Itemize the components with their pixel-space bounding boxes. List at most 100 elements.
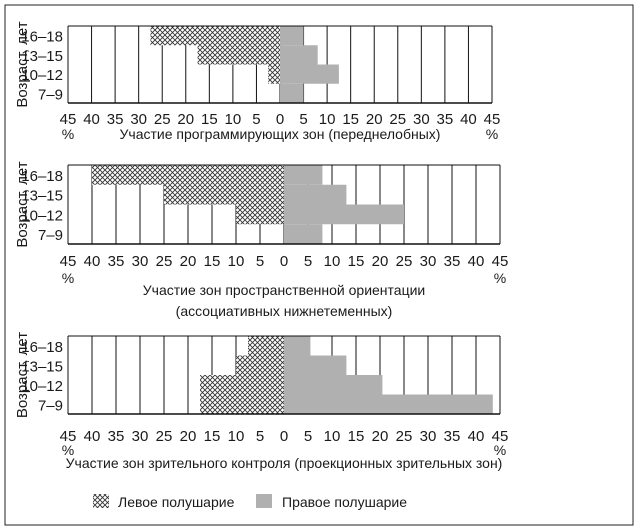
category-label: 10–12: [21, 67, 63, 84]
chart-panel-3: 16–18 13–15 10–12 7–9 45 40 35 30 25 20 15 10 5 0 5 10 1…: [14, 332, 508, 471]
tick-label: 15: [204, 428, 221, 445]
tick-label: 40: [468, 428, 485, 445]
tick-label: 45: [492, 253, 509, 270]
unit-label-right: %: [486, 126, 498, 142]
figure-frame: [4, 4, 634, 526]
tick-label: 5: [304, 253, 312, 270]
bar-left-hemisphere: [164, 184, 284, 205]
tick-label: 5: [256, 428, 264, 445]
tick-label: 35: [444, 428, 461, 445]
tick-label: 25: [389, 111, 406, 128]
y-axis-label: Возраст, лет: [14, 21, 31, 107]
tick-label: 45: [60, 111, 77, 128]
tick-label: 0: [280, 253, 288, 270]
bar-right-hemisphere: [284, 375, 383, 395]
bar-left-hemisphere: [268, 64, 280, 84]
tick-label: 35: [107, 111, 124, 128]
tick-label: 35: [108, 253, 125, 270]
category-label: 10–12: [21, 207, 63, 224]
category-label: 13–15: [21, 48, 63, 65]
tick-label: 25: [396, 428, 413, 445]
tick-label: 15: [348, 428, 365, 445]
tick-label: 25: [396, 253, 413, 270]
tick-label: 30: [130, 111, 147, 128]
legend-swatch-right: [256, 494, 272, 508]
tick-label: 20: [180, 253, 197, 270]
unit-label-right: %: [494, 270, 506, 286]
tick-label: 25: [154, 111, 171, 128]
tick-label: 30: [132, 428, 149, 445]
chart-subtitle: (ассоциативных нижнетеменных): [176, 303, 393, 319]
legend: Левое полушарие Правое полушарие: [93, 494, 407, 510]
tick-label: 10: [324, 253, 341, 270]
bar-right-hemisphere: [284, 394, 493, 414]
tick-label: 40: [83, 111, 100, 128]
tick-label: 10: [228, 428, 245, 445]
chart-panel-1: 16–18 13–15 10–12 7–9 45 40 35 30 25 20 15 10 5 0 5 10 1…: [14, 21, 500, 142]
bar-right-hemisphere: [284, 184, 347, 205]
bar-right-hemisphere: [280, 26, 304, 46]
category-label: 13–15: [21, 188, 63, 205]
tick-label: 40: [84, 253, 101, 270]
bar-left-hemisphere: [92, 165, 284, 185]
bar-right-hemisphere: [280, 45, 318, 65]
bar-left-hemisphere: [236, 355, 284, 375]
bar-right-hemisphere: [280, 64, 339, 84]
tick-label: 45: [484, 111, 501, 128]
y-axis-label: Возраст, лет: [14, 161, 31, 247]
category-label: 16–18: [21, 168, 63, 185]
tick-label: 10: [228, 253, 245, 270]
tick-label: 15: [204, 253, 221, 270]
tick-label: 10: [324, 428, 341, 445]
chart-panel-2: 16–18 13–15 10–12 7–9 45 40 35 30 25 20 15 10 5 0 5 10 1…: [14, 161, 508, 319]
tick-label: 15: [201, 111, 218, 128]
tick-label: 10: [225, 111, 242, 128]
unit-label-left: %: [62, 126, 74, 142]
y-axis-label: Возраст, лет: [14, 332, 31, 418]
tick-label: 25: [156, 428, 173, 445]
category-label: 16–18: [21, 339, 63, 356]
tick-label: 15: [348, 253, 365, 270]
chart-title: Участие зон пространственной ориентации: [143, 282, 425, 298]
tick-label: 40: [468, 253, 485, 270]
tick-label: 5: [256, 253, 264, 270]
bar-right-hemisphere: [284, 336, 311, 356]
unit-label-left: %: [62, 442, 74, 458]
legend-label-right: Правое полушарие: [282, 494, 407, 510]
category-label: 7–9: [38, 397, 63, 414]
tick-label: 45: [60, 253, 77, 270]
tick-label: 20: [372, 253, 389, 270]
tick-label: 35: [437, 111, 454, 128]
bar-right-hemisphere: [280, 83, 304, 103]
tick-label: 30: [420, 428, 437, 445]
bar-right-hemisphere: [284, 355, 347, 375]
bar-right-hemisphere: [284, 204, 404, 225]
tick-label: 45: [492, 428, 509, 445]
tick-label: 20: [177, 111, 194, 128]
bar-right-hemisphere: [284, 224, 323, 244]
tick-label: 20: [366, 111, 383, 128]
legend-label-left: Левое полушарие: [118, 494, 235, 510]
tick-label: 40: [460, 111, 477, 128]
tick-label: 30: [132, 253, 149, 270]
tick-label: 0: [280, 428, 288, 445]
tick-label: 35: [444, 253, 461, 270]
category-label: 7–9: [38, 86, 63, 103]
tick-label: 30: [413, 111, 430, 128]
tick-label: 5: [304, 428, 312, 445]
tick-label: 0: [276, 111, 284, 128]
tick-label: 40: [84, 428, 101, 445]
tick-label: 20: [372, 428, 389, 445]
category-label: 13–15: [21, 358, 63, 375]
bar-left-hemisphere: [248, 336, 284, 356]
tick-label: 45: [60, 428, 77, 445]
tick-label: 30: [420, 253, 437, 270]
tick-label: 10: [319, 111, 336, 128]
unit-label-right: %: [494, 442, 506, 458]
bar-left-hemisphere: [236, 204, 284, 225]
tick-label: 5: [252, 111, 260, 128]
bar-left-hemisphere: [150, 26, 280, 46]
bar-right-hemisphere: [284, 165, 323, 185]
category-label: 7–9: [38, 227, 63, 244]
